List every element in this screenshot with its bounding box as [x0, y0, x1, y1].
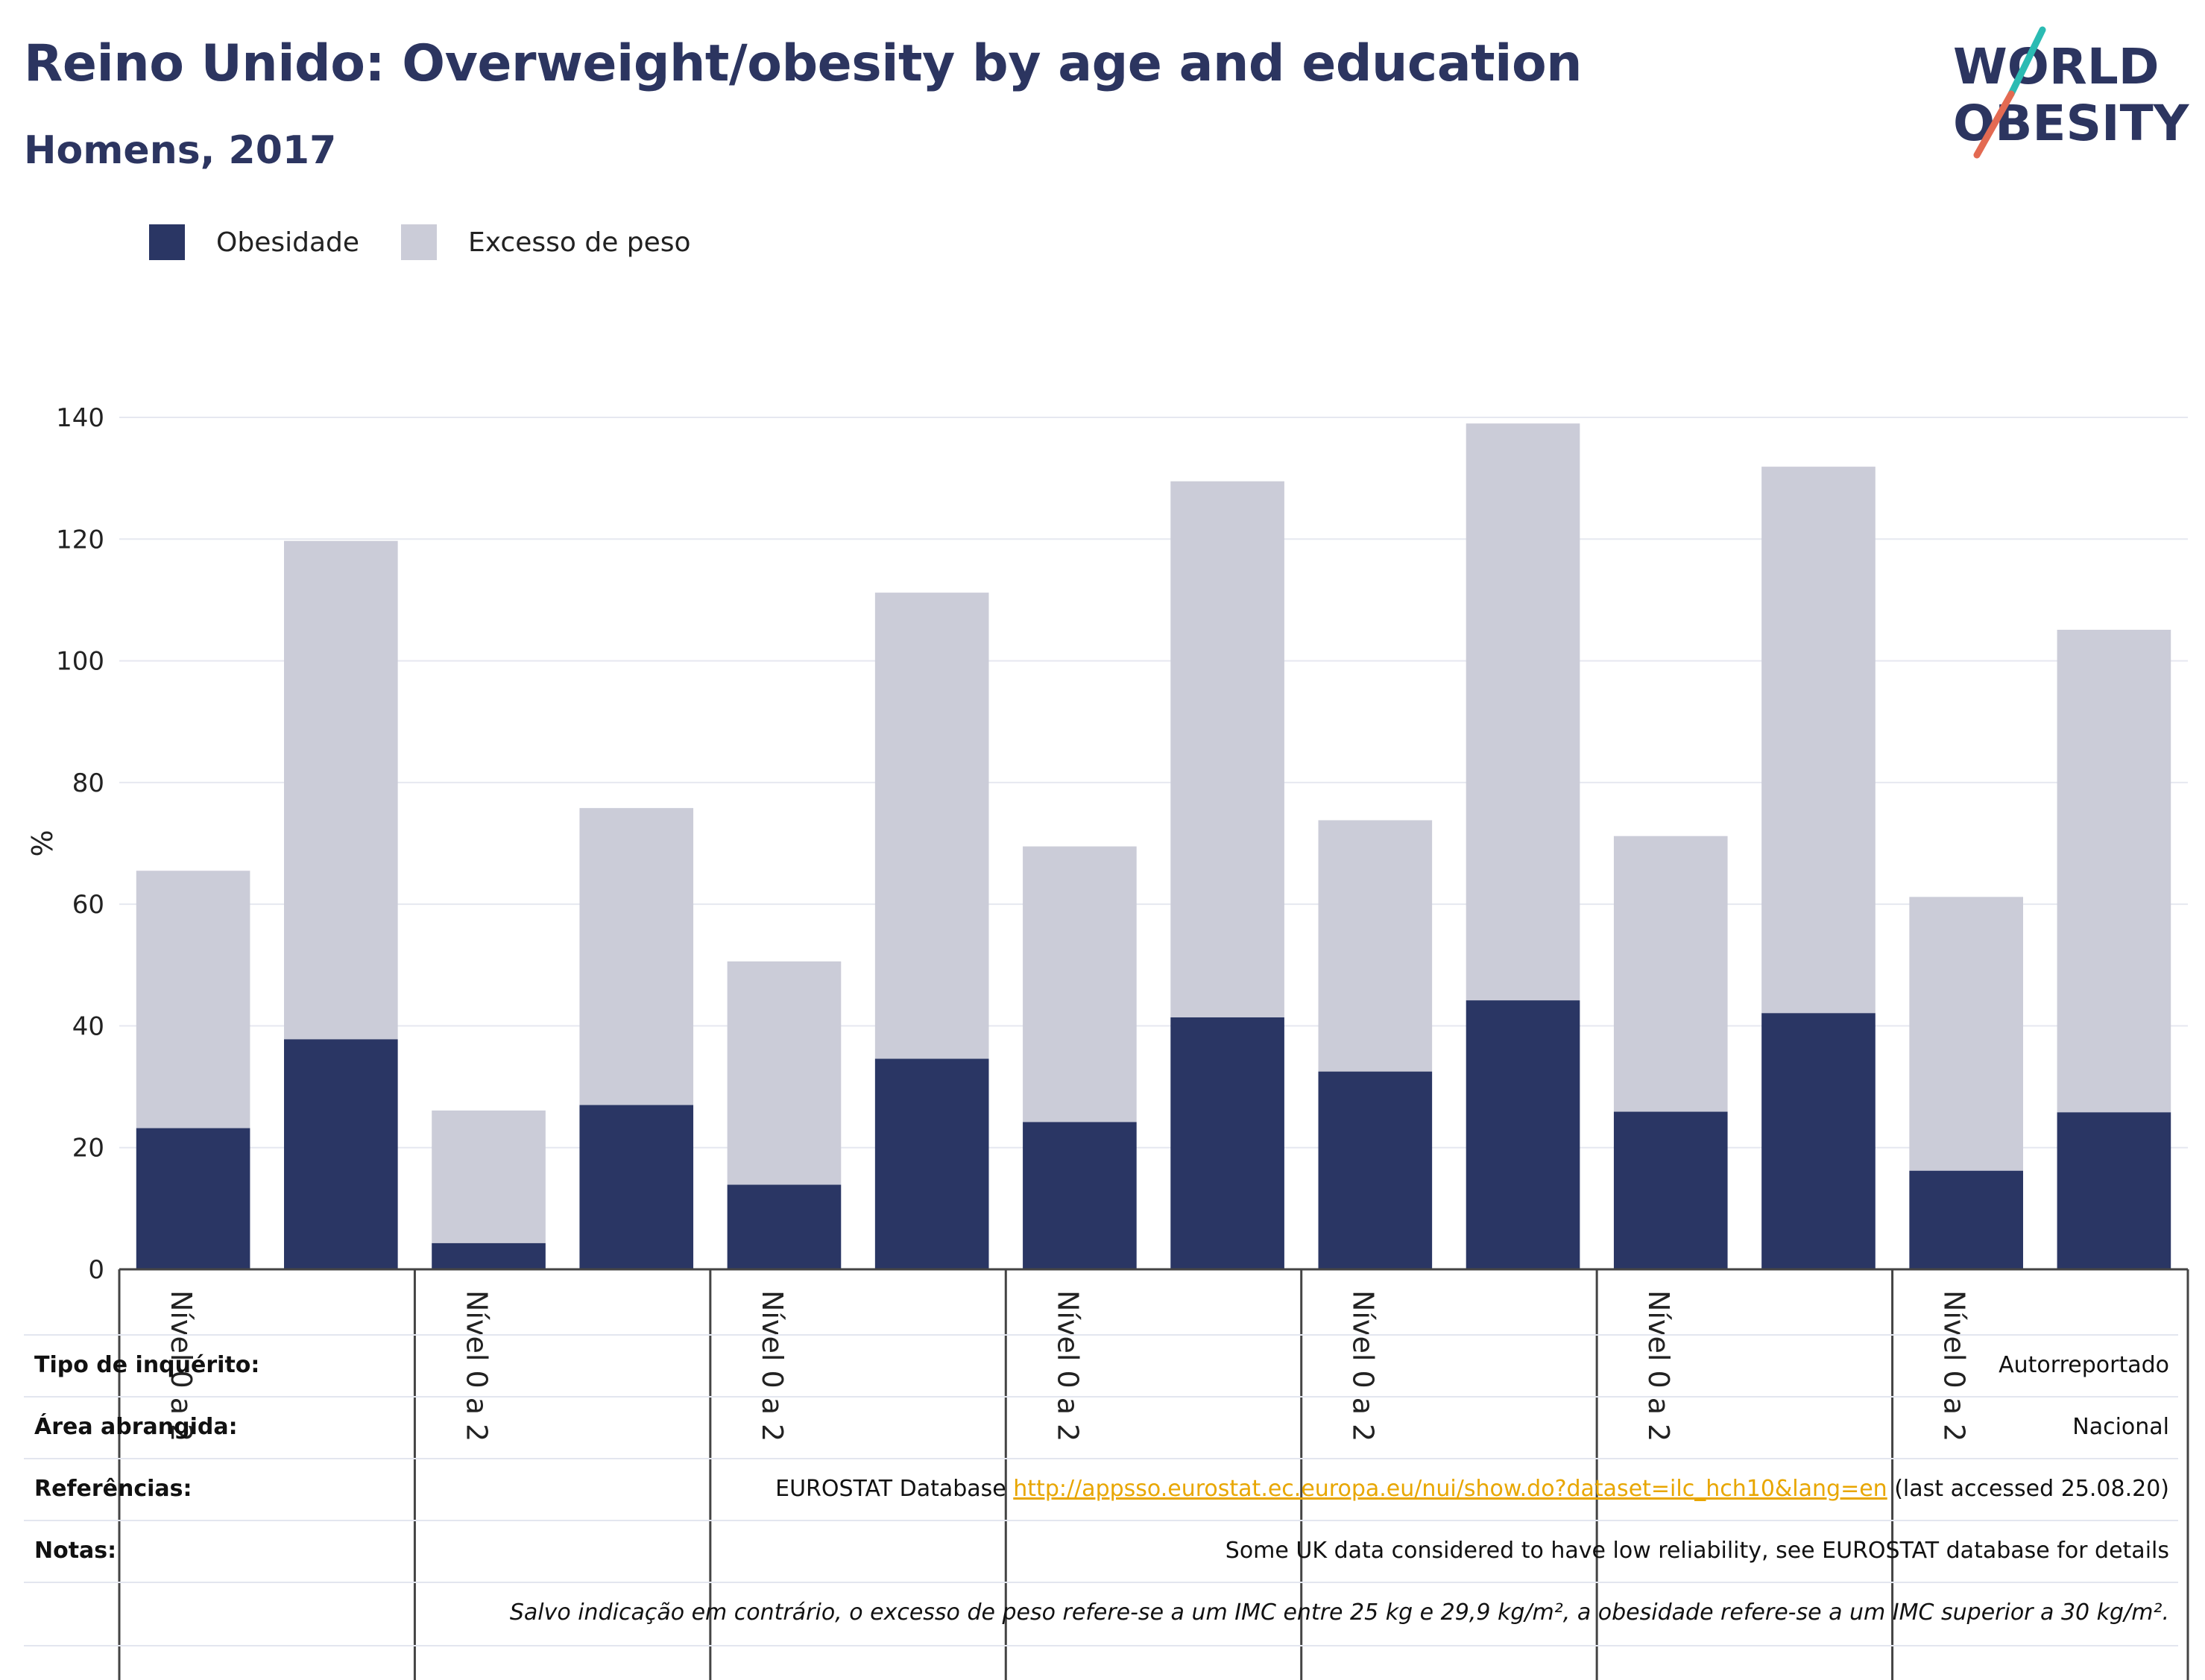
- bar-obesity[interactable]: [432, 1242, 546, 1269]
- bar-overweight[interactable]: [727, 961, 842, 1185]
- y-tick-label: 140: [56, 403, 104, 433]
- bar-overweight[interactable]: [432, 1110, 546, 1243]
- y-tick-label: 40: [72, 1011, 104, 1041]
- info-label: Referências:: [34, 1476, 192, 1502]
- bar-obesity[interactable]: [284, 1039, 398, 1269]
- info-value: Salvo indicação em contrário, o excesso …: [509, 1600, 2169, 1626]
- logo-slash-coral: [1973, 90, 2015, 159]
- grid-lines: [119, 417, 2188, 1270]
- x-group-label: Nível 0 a 2: [1938, 1290, 1971, 1441]
- logo-line1: WORLD: [1953, 38, 2160, 95]
- y-tick-label: 60: [72, 890, 104, 920]
- y-tick-label: 0: [88, 1255, 104, 1285]
- chart-legend: Obesidade Excesso de peso: [149, 222, 733, 262]
- y-axis: 0 20 40 60 80 100 120 140%: [26, 403, 104, 1285]
- bar-overweight[interactable]: [1170, 481, 1284, 1017]
- reference-suffix: (last accessed 25.08.20): [1887, 1476, 2169, 1502]
- x-group-label: Nível 0 a 2: [1347, 1290, 1380, 1441]
- x-group-label: Nível 0 a 2: [756, 1290, 789, 1441]
- bar-overweight[interactable]: [874, 593, 989, 1059]
- x-group-label: Nível 0 a 2: [460, 1290, 493, 1441]
- bar-obesity[interactable]: [874, 1058, 989, 1269]
- x-group-label: Nível 0 a 2: [165, 1290, 198, 1441]
- bar-obesity[interactable]: [1466, 1000, 1580, 1269]
- legend-item-overweight[interactable]: Excesso de peso: [401, 224, 691, 260]
- info-value: Autorreportado: [1999, 1352, 2169, 1378]
- info-row-references: Referências: EUROSTAT Database http://ap…: [24, 1458, 2178, 1521]
- legend-swatch-overweight: [401, 224, 438, 260]
- y-tick-label: 80: [72, 768, 104, 798]
- bar-obesity[interactable]: [579, 1105, 694, 1269]
- x-axis: Nível 0 a 2 Nível 0 a 2 Nível 0 a 2 Nível 0…: [118, 1268, 2189, 1680]
- bar-obesity[interactable]: [1761, 1013, 1876, 1269]
- bar-overweight[interactable]: [1318, 820, 1433, 1072]
- bar-obesity[interactable]: [2057, 1112, 2171, 1269]
- bar-overweight[interactable]: [136, 871, 250, 1128]
- bar-obesity[interactable]: [1318, 1071, 1433, 1269]
- y-tick-label: 120: [56, 525, 104, 555]
- bar-overweight[interactable]: [579, 808, 694, 1105]
- y-tick-label: 20: [72, 1134, 104, 1163]
- bar-obesity[interactable]: [727, 1184, 842, 1269]
- world-obesity-logo: WORLD OBESITY: [1953, 26, 2190, 159]
- bar-overweight[interactable]: [1023, 846, 1137, 1122]
- bars: [136, 423, 2171, 1269]
- bar-overweight[interactable]: [1466, 423, 1580, 1001]
- bar-obesity[interactable]: [1909, 1170, 2023, 1269]
- chart-title: Reino Unido: Overweight/obesity by age a…: [24, 34, 1583, 93]
- info-row-coverage: Área abrangida: Nacional: [24, 1396, 2178, 1459]
- bar-obesity[interactable]: [1023, 1122, 1137, 1269]
- legend-swatch-obesity: [149, 224, 185, 260]
- info-row-definition: Salvo indicação em contrário, o excesso …: [24, 1582, 2178, 1646]
- bar-obesity[interactable]: [136, 1128, 250, 1269]
- legend-item-obesity[interactable]: Obesidade: [149, 224, 359, 260]
- logo-slash-teal: [2007, 26, 2046, 98]
- bar-overweight[interactable]: [284, 540, 398, 1040]
- bar-obesity[interactable]: [1613, 1111, 1728, 1269]
- info-label: Tipo de inquérito:: [34, 1352, 260, 1378]
- info-label: Notas:: [34, 1538, 117, 1564]
- bar-overweight[interactable]: [2057, 629, 2171, 1113]
- info-value: Some UK data considered to have low reli…: [1225, 1538, 2169, 1564]
- info-value: EUROSTAT Database http://appsso.eurostat…: [775, 1476, 2169, 1502]
- bar-obesity[interactable]: [1170, 1017, 1284, 1269]
- reference-prefix: EUROSTAT Database: [775, 1476, 1014, 1502]
- info-label: Área abrangida:: [34, 1414, 238, 1440]
- legend-label-obesity: Obesidade: [216, 227, 360, 258]
- x-group-label: Nível 0 a 2: [1642, 1290, 1675, 1441]
- legend-label-overweight: Excesso de peso: [468, 227, 691, 258]
- info-value: Nacional: [2072, 1414, 2169, 1440]
- reference-link[interactable]: http://appsso.eurostat.ec.europa.eu/nui/…: [1013, 1476, 1887, 1502]
- bar-overweight[interactable]: [1761, 467, 1876, 1014]
- bar-overweight[interactable]: [1909, 897, 2023, 1171]
- y-tick-label: 100: [56, 647, 104, 677]
- bar-overweight[interactable]: [1613, 836, 1728, 1112]
- info-row-notes: Notas: Some UK data considered to have l…: [24, 1520, 2178, 1583]
- y-axis-label: %: [26, 830, 59, 856]
- chart-subtitle: Homens, 2017: [24, 128, 337, 173]
- info-row-survey-type: Tipo de inquérito: Autorreportado: [24, 1334, 2178, 1398]
- x-group-label: Nível 0 a 2: [1051, 1290, 1084, 1441]
